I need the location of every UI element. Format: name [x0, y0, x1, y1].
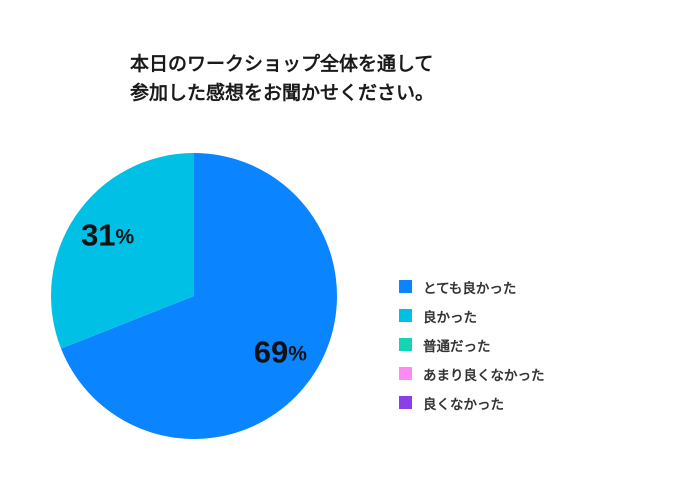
legend-item[interactable]: 良くなかった: [399, 388, 545, 417]
legend-label: 普通だった: [423, 338, 491, 355]
legend-label: あまり良くなかった: [423, 367, 545, 384]
legend-swatch: [399, 338, 412, 351]
legend-item[interactable]: 普通だった: [399, 330, 545, 359]
pie-slice-label: 31%: [81, 218, 134, 253]
legend-swatch: [399, 396, 412, 409]
legend-swatch: [399, 280, 412, 293]
chart-legend: とても良かった 良かった 普通だった あまり良くなかった 良くなかった: [399, 272, 545, 417]
legend-item[interactable]: とても良かった: [399, 272, 545, 301]
legend-swatch: [399, 309, 412, 322]
legend-label: 良かった: [423, 309, 477, 326]
chart-title-line-2: 参加した感想をお聞かせください。: [130, 82, 435, 104]
chart-title: 本日のワークショップ全体を通して 参加した感想をお聞かせください。: [130, 50, 590, 108]
pie-slice-label: 69%: [254, 335, 307, 370]
legend-label: とても良かった: [423, 280, 517, 297]
legend-item[interactable]: あまり良くなかった: [399, 359, 545, 388]
chart-title-line-1: 本日のワークショップ全体を通して: [130, 53, 434, 75]
legend-label: 良くなかった: [423, 396, 504, 413]
pie-slice-1[interactable]: [50, 153, 195, 349]
pie-slice-0[interactable]: [61, 153, 337, 439]
legend-swatch: [399, 367, 412, 380]
legend-item[interactable]: 良かった: [399, 301, 545, 330]
